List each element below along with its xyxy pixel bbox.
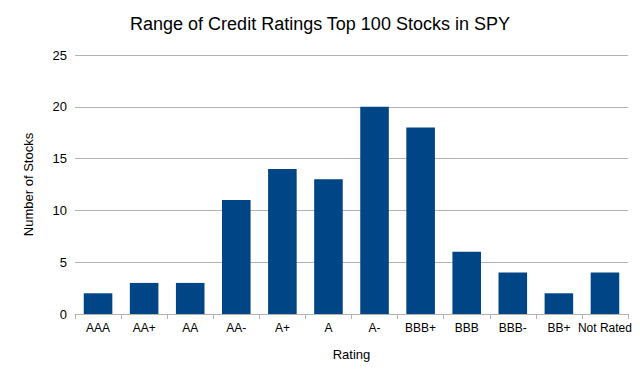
svg-text:A: A <box>324 321 332 335</box>
svg-text:15: 15 <box>53 151 67 166</box>
svg-text:10: 10 <box>53 203 67 218</box>
svg-text:Not Rated: Not Rated <box>578 321 632 335</box>
svg-text:BBB+: BBB+ <box>405 321 436 335</box>
svg-text:Rating: Rating <box>333 347 371 362</box>
svg-text:AA+: AA+ <box>133 321 156 335</box>
svg-text:A+: A+ <box>275 321 290 335</box>
svg-text:0: 0 <box>60 307 67 322</box>
svg-text:BBB: BBB <box>455 321 479 335</box>
svg-text:20: 20 <box>53 99 67 114</box>
svg-text:AA: AA <box>182 321 198 335</box>
svg-text:5: 5 <box>60 255 67 270</box>
svg-text:25: 25 <box>53 48 67 63</box>
svg-text:AA-: AA- <box>226 321 246 335</box>
svg-text:A-: A- <box>369 321 381 335</box>
svg-text:BB+: BB+ <box>547 321 570 335</box>
svg-text:Range of Credit Ratings Top 10: Range of Credit Ratings Top 100 Stocks i… <box>130 14 510 34</box>
svg-text:BBB-: BBB- <box>499 321 527 335</box>
svg-text:AAA: AAA <box>86 321 110 335</box>
svg-text:Number of Stocks: Number of Stocks <box>21 132 36 236</box>
